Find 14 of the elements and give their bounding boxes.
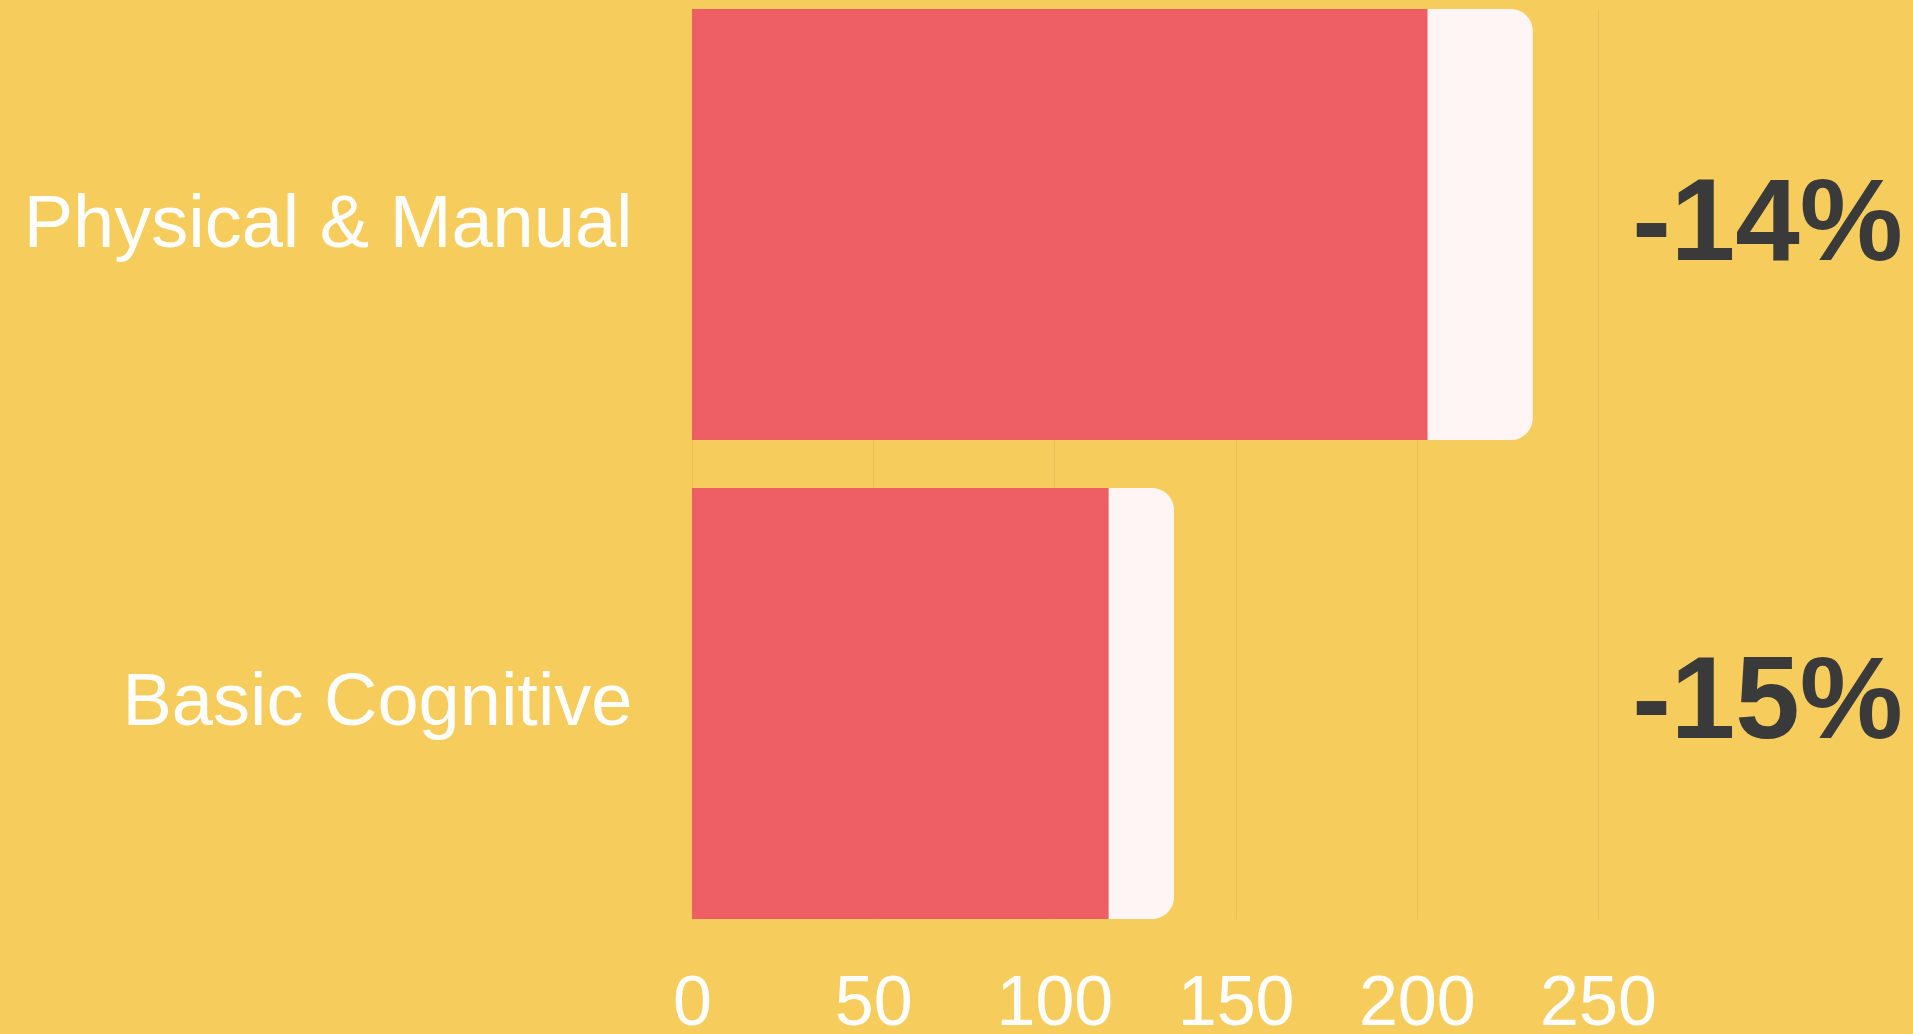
bar <box>1427 9 1533 441</box>
x-tick-label: 50 <box>834 961 913 1034</box>
bar <box>692 9 1428 441</box>
bar <box>692 487 1109 919</box>
x-tick-label: 250 <box>1540 961 1657 1034</box>
x-tick-label: 0 <box>673 961 712 1034</box>
text: -14% <box>1632 154 1903 285</box>
text: -15% <box>1632 633 1903 764</box>
x-tick-label: 100 <box>996 961 1114 1034</box>
bar <box>1108 487 1174 919</box>
y-tick-label: Physical & Manual <box>23 179 633 263</box>
x-tick-label: 150 <box>1177 961 1295 1034</box>
x-tick-label: 200 <box>1358 961 1476 1034</box>
y-tick-label: Basic Cognitive <box>122 658 633 742</box>
